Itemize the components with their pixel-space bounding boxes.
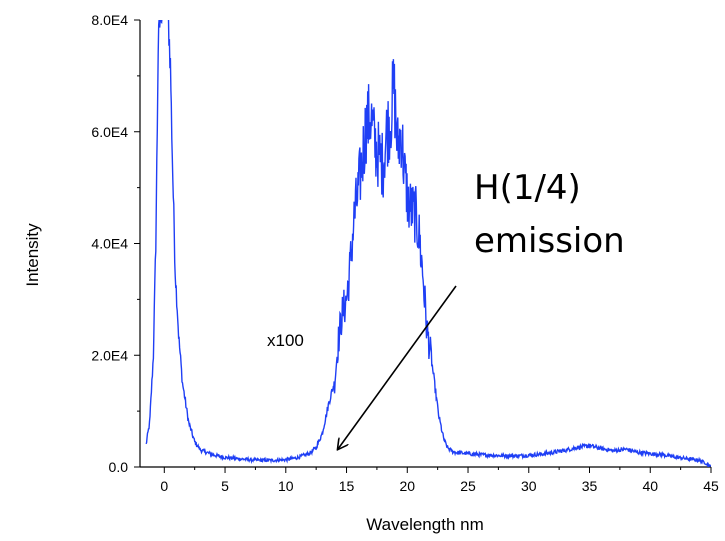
y-axis-title: Intensity <box>23 223 42 287</box>
x-tick-label: 40 <box>642 478 658 494</box>
x-axis-title: Wavelength nm <box>366 515 483 534</box>
x-tick-label: 15 <box>339 478 355 494</box>
x-tick-label: 45 <box>703 478 719 494</box>
spectrum-series-line <box>145 20 711 467</box>
x-tick-label: 20 <box>399 478 415 494</box>
x-tick-label: 25 <box>460 478 476 494</box>
y-tick-label: 0.0 <box>109 459 129 475</box>
emission-annotation-line1: H(1/4) <box>474 168 581 208</box>
x-tick-label: 35 <box>582 478 598 494</box>
emission-annotation-line2: emission <box>474 221 625 261</box>
y-axis-ticks: 0.0 2.0E4 4.0E4 6.0E4 8.0E4 <box>91 12 140 475</box>
x-tick-label: 10 <box>278 478 294 494</box>
x-tick-label: 30 <box>521 478 537 494</box>
annotation-arrow <box>338 285 457 449</box>
y-tick-label: 2.0E4 <box>91 347 128 363</box>
y-tick-label: 8.0E4 <box>91 12 128 28</box>
axes <box>139 20 711 468</box>
series-layer <box>145 20 711 467</box>
x-tick-label: 0 <box>160 478 168 494</box>
x-axis-ticks: 0 5 10 15 20 25 30 35 40 45 <box>160 467 719 494</box>
x-tick-label: 5 <box>221 478 229 494</box>
y-tick-label: 4.0E4 <box>91 236 128 252</box>
scale-factor-annotation: x100 <box>267 331 304 350</box>
y-tick-label: 6.0E4 <box>91 124 128 140</box>
